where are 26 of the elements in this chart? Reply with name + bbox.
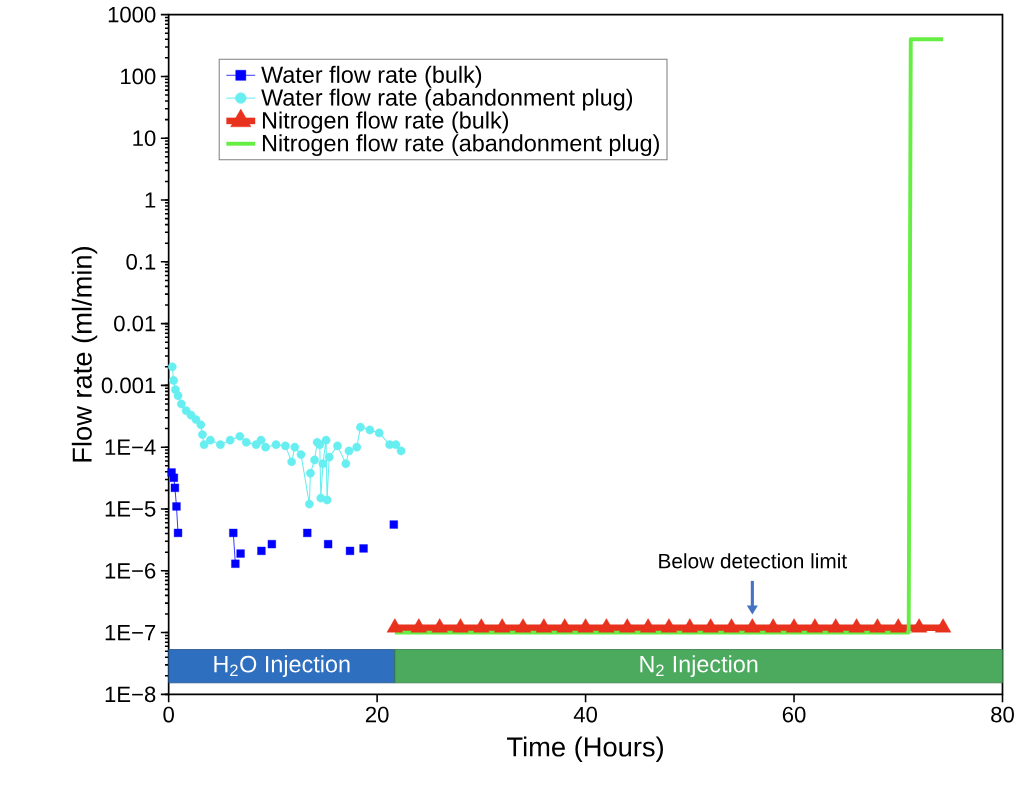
y-tick-label: 1E−4 <box>105 439 156 455</box>
y-tick-label: 0.01 <box>114 315 156 332</box>
band-label: N$_{2}$ Injection <box>640 655 758 678</box>
y-tick-label: 100 <box>121 68 156 85</box>
x-tick-label: 0 <box>163 706 174 723</box>
y-tick-label: 1000 <box>108 6 156 23</box>
y-tick-label: 0.1 <box>126 254 156 270</box>
y-tick-label: 1E−6 <box>105 563 156 579</box>
legend-label: Nitrogen flow rate (bulk) <box>262 111 509 134</box>
y-tick-label: 1E−5 <box>105 501 156 517</box>
x-tick-label: 20 <box>365 706 389 723</box>
x-axis-title: Time (Hours) <box>507 736 663 763</box>
y-axis-title: Flow rate (ml/min) <box>71 247 98 462</box>
x-tick-label: 80 <box>991 706 1014 723</box>
band-label: H$_{2}$O Injection <box>214 655 350 678</box>
y-tick-label: 1 <box>145 192 156 208</box>
x-tick-label: 60 <box>782 706 806 723</box>
annotation: Below detection limit <box>659 553 847 569</box>
legend-label: Water flow rate (bulk) <box>261 65 482 88</box>
y-tick-label: 1E−8 <box>105 686 156 703</box>
legend-label: Water flow rate (abandonment plug) <box>261 88 633 111</box>
legend-label: Nitrogen flow rate (abandonment plug) <box>262 134 659 157</box>
y-tick-label: 0.001 <box>101 377 156 394</box>
y-tick-label: 10 <box>133 130 156 147</box>
x-tick-label: 40 <box>573 706 598 723</box>
y-tick-label: 1E−7 <box>105 625 156 641</box>
